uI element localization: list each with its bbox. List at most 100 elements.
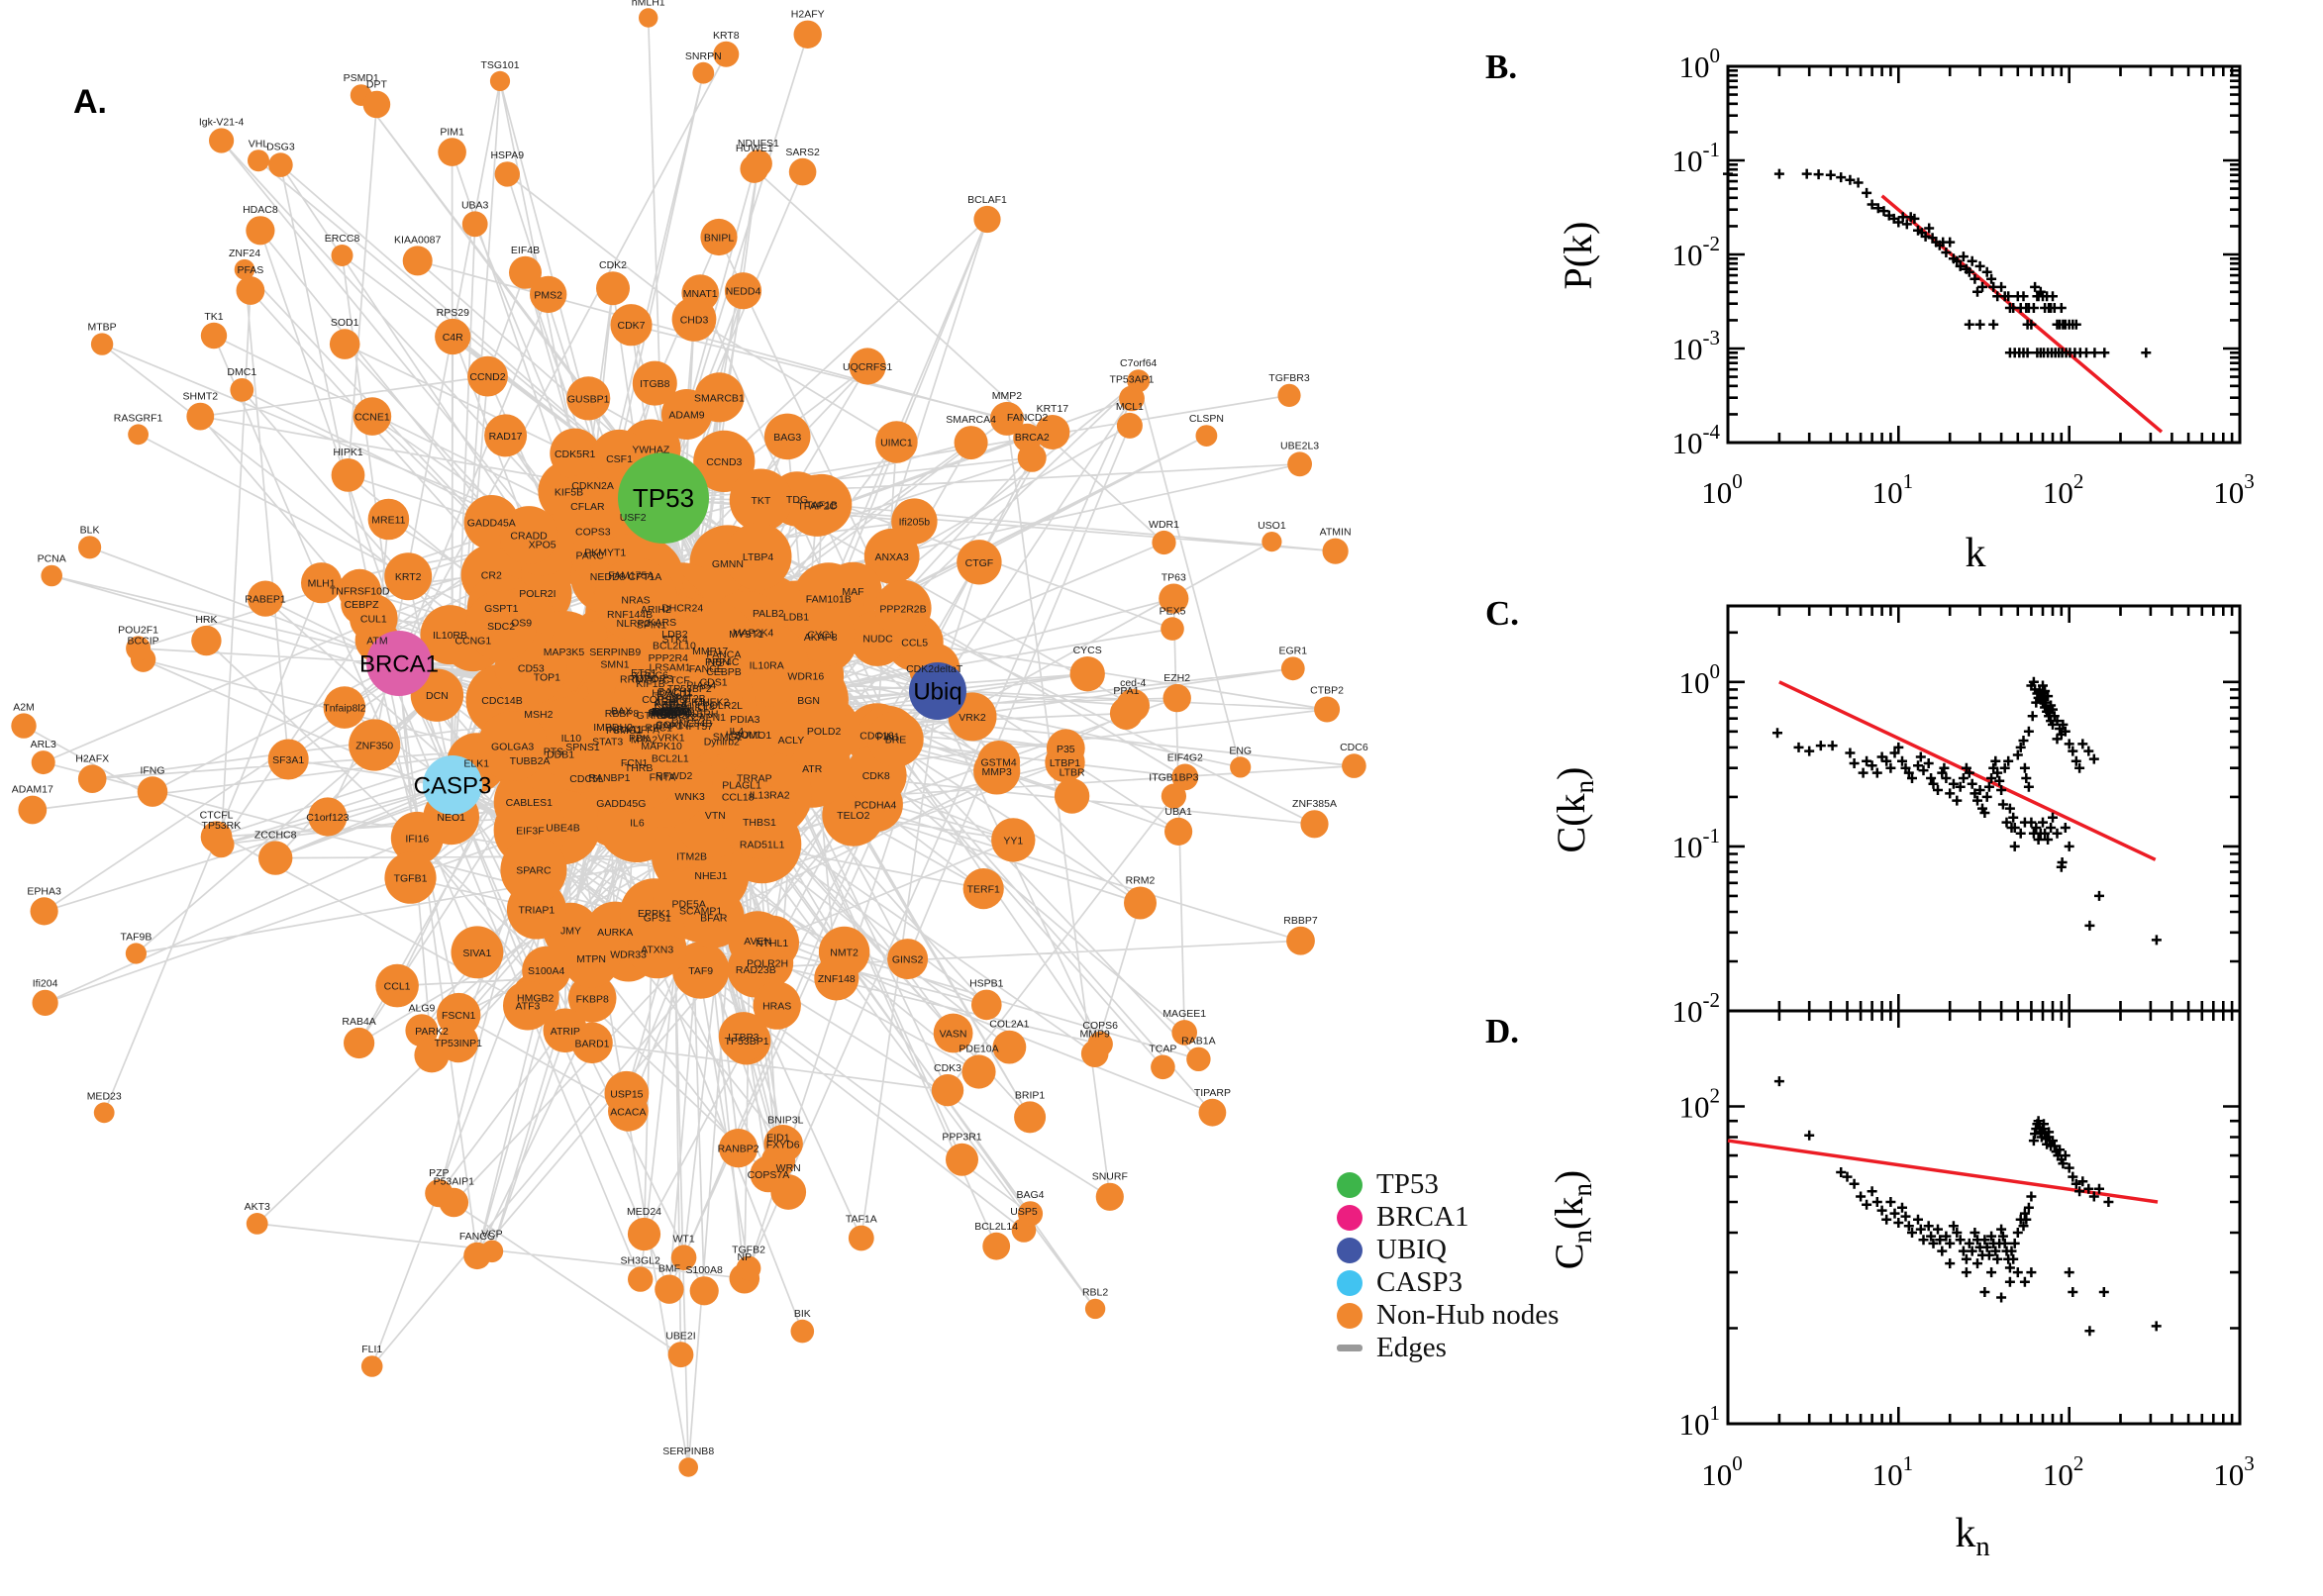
node-label: ced-4 bbox=[1120, 677, 1146, 689]
network-node bbox=[18, 795, 48, 825]
scatter-points bbox=[1773, 1076, 2162, 1337]
node-label: CTCFL bbox=[200, 809, 234, 821]
network-node bbox=[1171, 1020, 1197, 1046]
node-label: RAD51L1 bbox=[740, 840, 785, 851]
network-node bbox=[671, 297, 717, 342]
node-label: ATM bbox=[366, 636, 387, 648]
node-label: BLK bbox=[80, 524, 100, 536]
legend-label: Edges bbox=[1376, 1332, 1447, 1363]
network-node bbox=[499, 506, 558, 564]
legend-color-dot bbox=[1337, 1237, 1363, 1263]
node-label: IL13RA1 bbox=[652, 706, 692, 718]
node-label: Dynlrb2 bbox=[704, 736, 740, 748]
node-label: TP53RK bbox=[202, 820, 242, 832]
node-label: EIF4B bbox=[511, 245, 540, 256]
network-node bbox=[670, 1245, 697, 1270]
node-label: RAD17 bbox=[489, 431, 523, 443]
node-label: ELK1 bbox=[463, 757, 489, 769]
node-label: DHCR24 bbox=[661, 603, 703, 615]
node-label: PKMYT1 bbox=[584, 547, 626, 558]
node-label: SDC2 bbox=[487, 621, 515, 633]
network-node bbox=[1116, 688, 1150, 723]
node-label: VASN bbox=[940, 1029, 967, 1041]
tick-label: 10-1 bbox=[1672, 824, 1721, 864]
tick-label: 101 bbox=[1679, 1401, 1721, 1442]
node-label: KARS bbox=[649, 617, 677, 629]
node-label: Ifi205b bbox=[899, 517, 931, 529]
network-node bbox=[247, 580, 284, 617]
legend-label: UBIQ bbox=[1376, 1234, 1447, 1265]
node-label: IMPDH2 bbox=[593, 722, 633, 734]
node-label: AURKA bbox=[597, 927, 633, 939]
node-label: NBN bbox=[708, 656, 730, 668]
node-label: RASGRF1 bbox=[114, 412, 163, 424]
node-label: KRT2 bbox=[395, 571, 422, 583]
node-label: CABLES1 bbox=[506, 797, 553, 809]
node-label: NEDD8 bbox=[590, 571, 626, 583]
network-node bbox=[724, 523, 792, 590]
node-label: BRE bbox=[885, 735, 907, 747]
network-node bbox=[489, 70, 511, 91]
node-label: TSG101 bbox=[480, 59, 519, 71]
node-label: CCL18 bbox=[722, 791, 755, 803]
node-label: RABEP1 bbox=[245, 594, 286, 606]
node-label: EPPK1 bbox=[638, 908, 671, 920]
node-label: BCL2L10 bbox=[653, 640, 696, 651]
network-node bbox=[32, 989, 58, 1016]
tick-label: 100 bbox=[1679, 659, 1721, 700]
node-label: ERCC8 bbox=[325, 233, 360, 245]
node-label: FSCN1 bbox=[442, 1010, 476, 1022]
network-node bbox=[722, 784, 797, 859]
node-label: AKAP8 bbox=[804, 632, 838, 644]
legend-item-tp53: TP53 bbox=[1337, 1168, 1559, 1201]
network-node bbox=[1014, 1101, 1047, 1134]
node-label: CDC16 bbox=[859, 730, 894, 742]
node-label: SNURF bbox=[1092, 1171, 1128, 1183]
node-label: BCL2 bbox=[671, 712, 697, 724]
node-label: SMARCA4 bbox=[946, 414, 996, 426]
node-label: FANCD2 bbox=[1007, 412, 1049, 424]
node-label: SF3A1 bbox=[272, 754, 304, 766]
node-label: S100A4 bbox=[528, 965, 565, 977]
node-label: LDB1 bbox=[783, 612, 809, 624]
tick-label: 102 bbox=[2043, 469, 2084, 510]
node-label: IFI16 bbox=[405, 833, 429, 845]
node-label: MNDA bbox=[657, 706, 688, 718]
tick-label: 102 bbox=[2043, 1451, 2084, 1492]
panel-a-label: A. bbox=[73, 83, 107, 121]
node-label: MNAT1 bbox=[683, 288, 718, 300]
network-node bbox=[793, 20, 822, 49]
node-label: UBA1 bbox=[1164, 806, 1192, 818]
network-node bbox=[384, 552, 433, 601]
node-label: TCAP bbox=[1149, 1044, 1176, 1055]
network-node bbox=[360, 1355, 383, 1377]
node-label: MCL1 bbox=[1116, 401, 1144, 413]
hub-label-tp53: TP53 bbox=[633, 483, 694, 513]
network-node bbox=[763, 413, 811, 460]
node-label: FANCG bbox=[459, 1231, 495, 1243]
network-node bbox=[790, 1319, 815, 1344]
node-label: TP53AP1 bbox=[1110, 374, 1155, 386]
node-label: FAM101B bbox=[806, 593, 852, 605]
node-label: LTBP4 bbox=[743, 551, 773, 563]
node-label: SMG1 bbox=[713, 731, 743, 743]
node-label: P53AIP1 bbox=[434, 1176, 475, 1188]
node-label: PHB2 bbox=[650, 709, 677, 721]
node-label: PSMC1 bbox=[606, 725, 642, 737]
node-label: CDC5L bbox=[569, 773, 604, 785]
network-node bbox=[689, 1276, 719, 1306]
network-node bbox=[971, 989, 1002, 1021]
node-label: NMT2 bbox=[830, 948, 858, 959]
network-node bbox=[344, 1027, 375, 1059]
network-node bbox=[875, 421, 918, 463]
node-label: MED24 bbox=[627, 1206, 661, 1218]
fit-line bbox=[1727, 1139, 2159, 1204]
network-node bbox=[125, 943, 147, 964]
network-node bbox=[954, 426, 988, 460]
node-label: LRSAM1 bbox=[649, 662, 690, 674]
network-node bbox=[349, 719, 401, 771]
node-label: SIVA1 bbox=[462, 948, 491, 959]
node-label: PPP2R2B bbox=[879, 603, 926, 615]
network-node bbox=[713, 41, 740, 67]
node-label: PARK2 bbox=[415, 1026, 449, 1038]
